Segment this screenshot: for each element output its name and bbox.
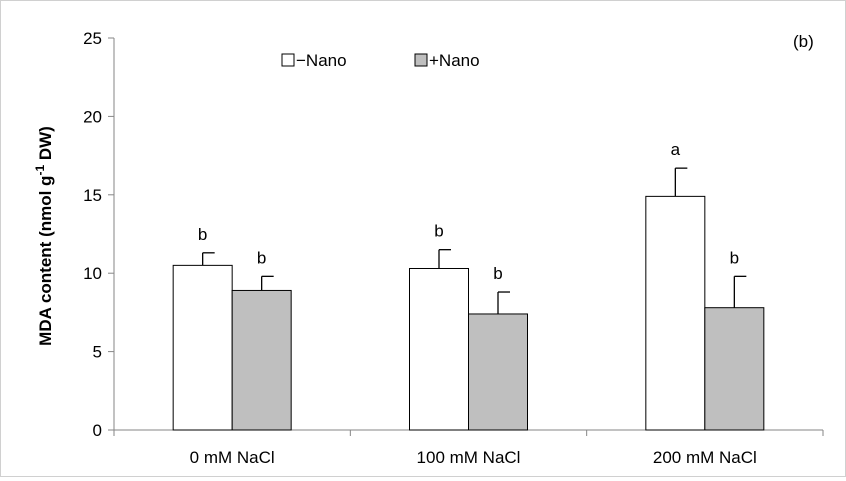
bar (645, 195, 706, 431)
y-axis-title-tail: DW) (36, 126, 55, 165)
bar (468, 313, 528, 431)
significance-label: a (671, 140, 681, 159)
y-tick-label: 20 (83, 107, 102, 126)
y-tick-label: 25 (83, 29, 102, 48)
y-axis-title-main: MDA content (nmol g (36, 176, 55, 346)
y-tick-label: 5 (93, 343, 102, 362)
x-category-label: 200 mM NaCl (653, 448, 757, 467)
x-category-label: 100 mM NaCl (417, 448, 521, 467)
y-tick-label: 15 (83, 186, 102, 205)
y-axis-title: MDA content (nmol g-1 DW) (33, 126, 55, 346)
bar (172, 264, 233, 431)
significance-label: b (493, 264, 502, 283)
bar (231, 289, 292, 431)
legend-label-plus-nano: +Nano (429, 51, 480, 70)
legend-swatch-plus-nano (414, 53, 428, 67)
y-tick-label: 0 (93, 421, 102, 440)
significance-label: b (434, 222, 443, 241)
x-category-label: 0 mM NaCl (190, 448, 275, 467)
legend-swatch-minus-nano (281, 53, 295, 67)
bar (704, 307, 765, 431)
legend-label-minus-nano: −Nano (296, 51, 347, 70)
y-axis-title-superscript: -1 (33, 165, 47, 176)
significance-label: b (730, 248, 739, 267)
bar (409, 267, 469, 431)
legend: −Nano +Nano (281, 51, 480, 70)
chart-bars (172, 167, 765, 431)
chart-labels: 0 mM NaCl b b 100 mM NaCl b b 200 mM NaCl a b (190, 140, 757, 467)
significance-label: b (198, 225, 207, 244)
y-tick-label: 10 (83, 264, 102, 283)
panel-label: (b) (793, 32, 814, 51)
significance-label: b (257, 248, 266, 267)
